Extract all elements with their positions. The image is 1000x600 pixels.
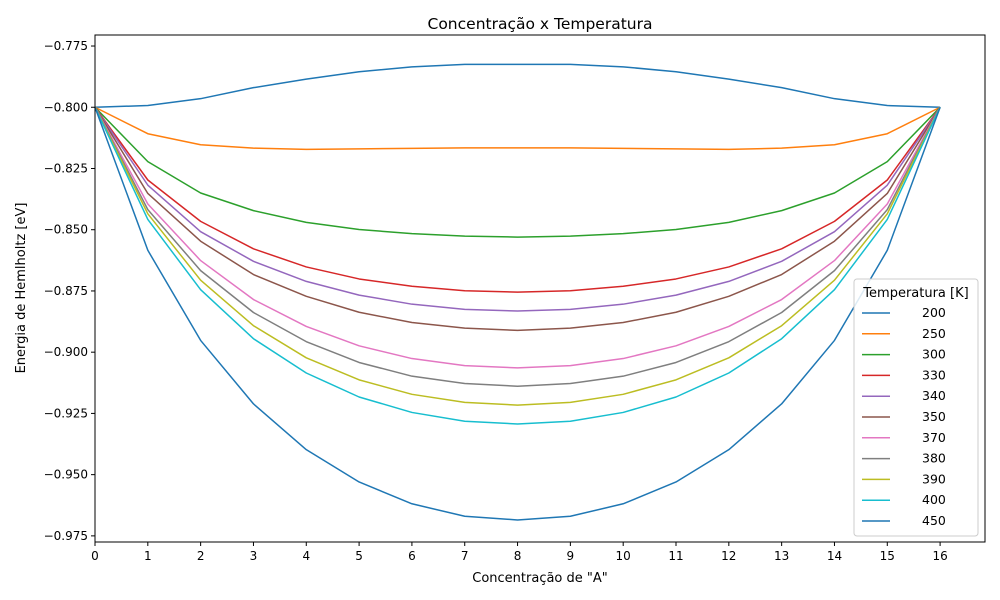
y-tick-label: −0.950 [44, 468, 88, 482]
legend-label-450: 450 [922, 513, 946, 528]
legend-label-250: 250 [922, 326, 946, 341]
x-tick-label: 7 [461, 549, 469, 563]
series-line-400 [94, 106, 941, 425]
x-tick-label: 1 [144, 549, 152, 563]
legend-label-380: 380 [922, 451, 946, 466]
x-tick-label: 0 [91, 549, 99, 563]
series-line-390 [94, 106, 941, 406]
legend-label-340: 340 [922, 388, 946, 403]
y-tick-label: −0.850 [44, 223, 88, 237]
x-tick-label: 2 [197, 549, 205, 563]
chart-title: Concentração x Temperatura [428, 15, 653, 33]
x-axis: 0 1 2 3 4 5 6 7 8 9 10 11 12 13 14 15 16 [91, 542, 948, 563]
y-tick-label: −0.775 [44, 39, 88, 53]
legend-label-390: 390 [922, 471, 946, 486]
legend-title: Temperatura [K] [862, 286, 968, 301]
x-tick-label: 6 [408, 549, 416, 563]
y-tick-label: −0.825 [44, 161, 88, 175]
series-line-380 [94, 106, 941, 387]
x-tick-label: 16 [932, 549, 947, 563]
series-line-200 [94, 63, 941, 108]
legend-label-400: 400 [922, 492, 946, 507]
x-tick-label: 10 [616, 549, 631, 563]
series-line-250 [94, 106, 941, 151]
legend-label-370: 370 [922, 430, 946, 445]
legend-box [853, 278, 979, 537]
x-tick-label: 4 [302, 549, 310, 563]
x-tick-label: 3 [250, 549, 258, 563]
x-tick-label: 9 [567, 549, 575, 563]
y-axis-label: Energia de Hemlholtz [eV] [14, 203, 29, 374]
legend-entries: 200 250 300 330 340 350 370 380 390 400 450 [862, 305, 946, 528]
y-tick-label: −0.975 [44, 529, 88, 543]
series-line-350 [94, 106, 941, 332]
series-line-450 [94, 106, 941, 521]
y-tick-label: −0.800 [44, 100, 88, 114]
plot-area [94, 34, 986, 543]
legend-label-200: 200 [922, 305, 946, 320]
y-tick-label: −0.900 [44, 345, 88, 359]
legend-label-300: 300 [922, 347, 946, 362]
series-line-340 [94, 106, 941, 312]
x-tick-label: 8 [514, 549, 522, 563]
x-tick-label: 12 [721, 549, 736, 563]
series-line-370 [94, 106, 941, 369]
series-line-330 [94, 106, 941, 293]
x-tick-label: 11 [668, 549, 683, 563]
y-tick-label: −0.875 [44, 284, 88, 298]
series-layer [94, 63, 941, 521]
series-line-300 [94, 106, 941, 238]
y-axis: −0.775 −0.800 −0.825 −0.850 −0.875 −0.900 −0.9… [44, 39, 95, 543]
legend-label-330: 330 [922, 367, 946, 382]
legend: Temperatura [K] 200 250 300 330 340 350 370 380… [853, 278, 979, 537]
x-tick-label: 15 [880, 549, 895, 563]
x-tick-label: 14 [827, 549, 842, 563]
legend-label-350: 350 [922, 409, 946, 424]
x-tick-label: 13 [774, 549, 789, 563]
x-axis-label: Concentração de "A" [472, 571, 608, 586]
x-tick-label: 5 [355, 549, 363, 563]
y-tick-label: −0.925 [44, 406, 88, 420]
plot-frame [94, 34, 986, 543]
